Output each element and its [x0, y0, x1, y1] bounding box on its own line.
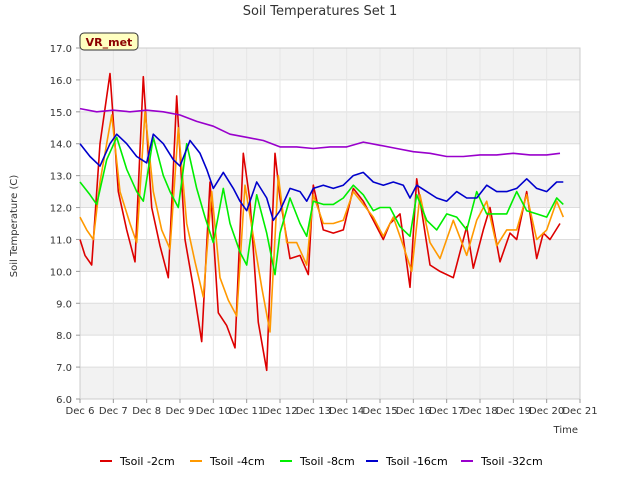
- y-tick-label: 14.0: [50, 140, 72, 151]
- y-tick-label: 16.0: [50, 76, 72, 87]
- legend-label-tsoil-32cm: Tsoil -32cm: [480, 455, 543, 468]
- legend-label-tsoil-16cm: Tsoil -16cm: [385, 455, 448, 468]
- series-line-tsoil-4cm: [79, 111, 565, 333]
- x-tick-label: Dec 10: [196, 406, 231, 417]
- x-tick-label: Dec 19: [496, 406, 531, 417]
- series-line-tsoil-2cm: [79, 72, 561, 372]
- y-tick-label: 6.0: [56, 395, 72, 406]
- x-tick-label: Dec 6: [66, 406, 95, 417]
- background-band: [80, 111, 580, 144]
- y-tick-label: 15.0: [50, 108, 72, 119]
- y-axis-label: Soil Temperature (C): [9, 175, 20, 278]
- x-tick-label: Dec 18: [462, 406, 497, 417]
- legend-label-tsoil-8cm: Tsoil -8cm: [299, 455, 355, 468]
- station-badge-label: VR_met: [86, 36, 133, 49]
- x-tick-label: Dec 13: [296, 406, 331, 417]
- series-line-tsoil-16cm: [79, 133, 564, 222]
- plot-area-frame: [79, 47, 581, 400]
- chart-title: Soil Temperatures Set 1: [243, 4, 398, 19]
- x-tick-label: Dec 8: [132, 406, 161, 417]
- series-lines: [79, 72, 565, 372]
- x-tick-label: Dec 21: [562, 406, 597, 417]
- x-tick-label: Dec 16: [396, 406, 431, 417]
- y-tick-label: 13.0: [50, 172, 72, 183]
- y-axis-ticks: 6.0 7.0 8.0 9.0 10.0 11.0 12.0 13.0 14.0 15.0 16.0…: [50, 44, 80, 406]
- x-tick-label: Dec 20: [529, 406, 564, 417]
- background-band: [80, 48, 580, 80]
- background-band: [80, 367, 580, 399]
- y-tick-label: 11.0: [50, 235, 72, 246]
- y-tick-label: 17.0: [50, 44, 72, 55]
- x-tick-label: Dec 14: [329, 406, 364, 417]
- y-tick-label: 12.0: [50, 204, 72, 215]
- background-band: [80, 239, 580, 272]
- x-tick-label: Dec 9: [166, 406, 195, 417]
- x-axis-label: Time: [553, 425, 578, 436]
- x-tick-label: Dec 7: [99, 406, 128, 417]
- series-line-tsoil-32cm: [79, 107, 561, 158]
- y-tick-label: 10.0: [50, 267, 72, 278]
- y-tick-label: 7.0: [56, 363, 72, 374]
- y-tick-label: 8.0: [56, 331, 72, 342]
- legend: Tsoil -2cm Tsoil -4cm Tsoil -8cm Tsoil -16c…: [100, 455, 543, 468]
- station-badge: VR_met: [79, 32, 139, 51]
- x-tick-label: Dec 17: [429, 406, 464, 417]
- legend-label-tsoil-2cm: Tsoil -2cm: [119, 455, 175, 468]
- legend-label-tsoil-4cm: Tsoil -4cm: [209, 455, 265, 468]
- x-tick-label: Dec 12: [262, 406, 297, 417]
- station-badge-box: [79, 32, 139, 51]
- y-tick-label: 9.0: [56, 299, 72, 310]
- background-bands: [80, 48, 580, 399]
- background-band: [80, 303, 580, 336]
- x-tick-label: Dec 11: [229, 406, 264, 417]
- x-tick-label: Dec 15: [362, 406, 397, 417]
